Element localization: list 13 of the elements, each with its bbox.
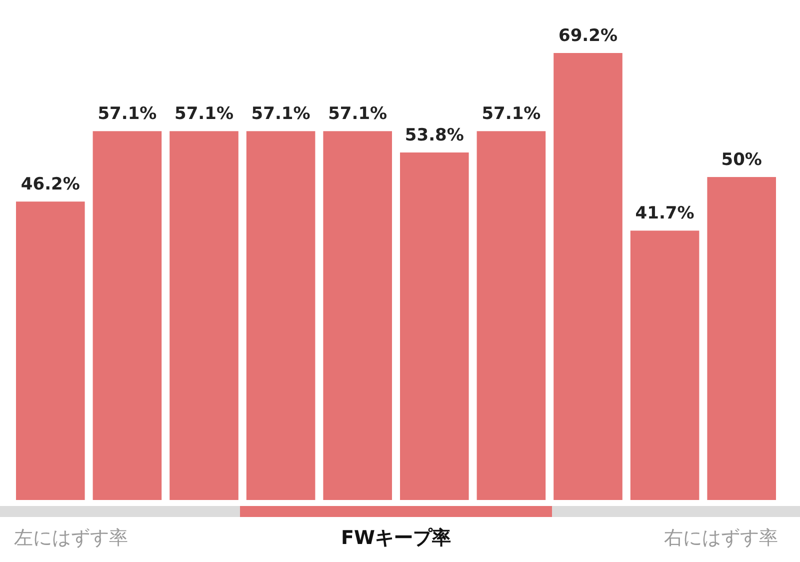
data-label: 41.7% [635,204,694,224]
data-label: 57.1% [174,104,234,124]
data-label: 57.1% [328,104,388,124]
data-label: 53.8% [404,125,464,146]
text: 右にはずす率 [664,527,778,549]
data-label: 57.1% [98,104,157,124]
data-label: 57.1% [251,104,310,124]
data-label: 50% [721,150,762,170]
text: 左にはずす率 [14,527,128,549]
text: FWキープ率 [341,527,451,549]
data-label: 69.2% [558,26,618,46]
data-label: 57.1% [482,104,541,124]
data-label: 46.2% [20,174,80,195]
